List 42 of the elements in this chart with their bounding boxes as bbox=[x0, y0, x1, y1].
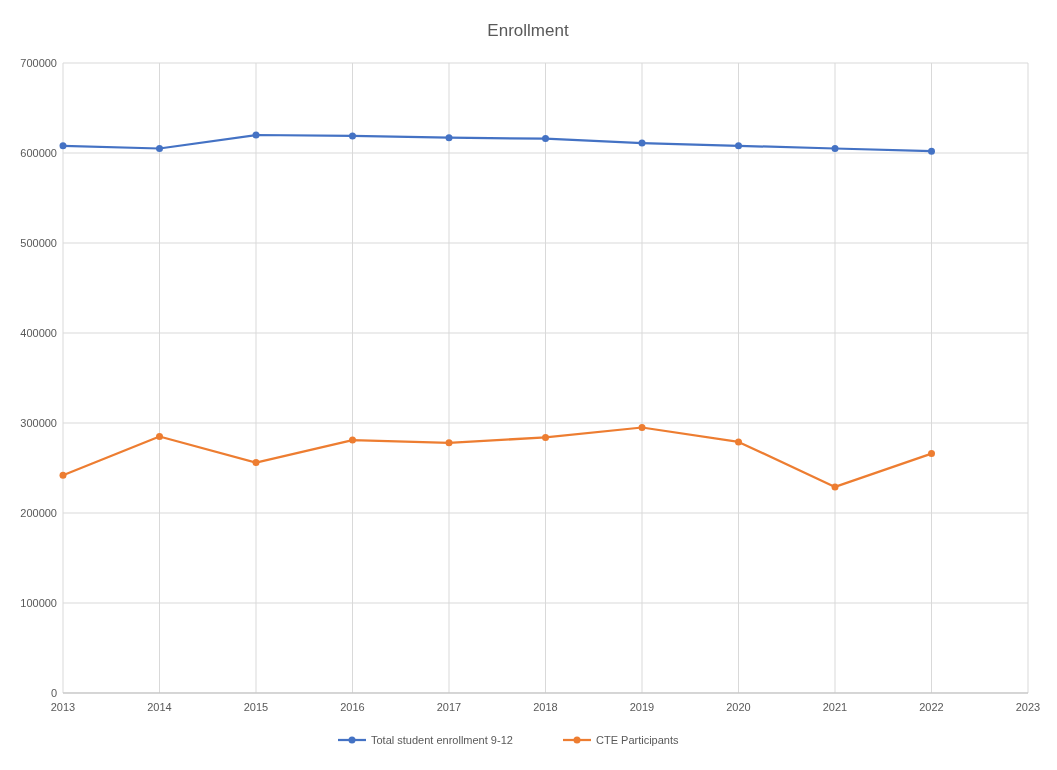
y-tick-label: 300000 bbox=[20, 417, 57, 429]
x-tick-label: 2020 bbox=[726, 701, 751, 713]
y-tick-label: 600000 bbox=[20, 147, 57, 159]
x-tick-label: 2013 bbox=[50, 701, 76, 713]
y-tick-label: 100000 bbox=[20, 597, 57, 609]
point bbox=[735, 142, 742, 150]
x-tick-label: 2017 bbox=[436, 701, 462, 713]
y-tick-label: 0 bbox=[50, 687, 57, 699]
x-tick-label: 2015 bbox=[243, 701, 269, 713]
point bbox=[928, 147, 935, 155]
y-tick-label: 700000 bbox=[20, 57, 57, 69]
point bbox=[831, 483, 839, 491]
y-tick-label: 500000 bbox=[20, 237, 57, 249]
point bbox=[542, 433, 549, 441]
point bbox=[156, 433, 163, 440]
x-tick-label: 2014 bbox=[147, 701, 172, 713]
point bbox=[252, 459, 260, 467]
x-tick-label: 2021 bbox=[822, 701, 848, 713]
y-tick-label: 200000 bbox=[20, 507, 57, 519]
point bbox=[252, 131, 260, 139]
point bbox=[349, 436, 356, 444]
legend-label: Total student enrollment 9-12 bbox=[371, 734, 513, 746]
point bbox=[59, 142, 67, 150]
x-tick-label: 2023 bbox=[1015, 701, 1041, 713]
point bbox=[542, 135, 549, 143]
chart-title: Enrollment bbox=[487, 21, 569, 40]
x-tick-label: 2019 bbox=[629, 701, 655, 713]
y-tick-label: 400000 bbox=[20, 327, 57, 339]
point bbox=[59, 471, 67, 479]
x-tick-label: 2018 bbox=[533, 701, 558, 713]
point bbox=[156, 145, 163, 152]
point bbox=[638, 139, 646, 147]
point bbox=[831, 145, 839, 152]
x-tick-label: 2016 bbox=[340, 701, 365, 713]
legend-label: CTE Participants bbox=[596, 734, 680, 746]
point bbox=[928, 450, 935, 458]
point bbox=[638, 424, 646, 431]
point bbox=[349, 132, 356, 140]
point bbox=[445, 439, 453, 447]
x-tick-label: 2022 bbox=[919, 701, 944, 713]
point bbox=[445, 134, 453, 142]
point bbox=[735, 438, 742, 446]
